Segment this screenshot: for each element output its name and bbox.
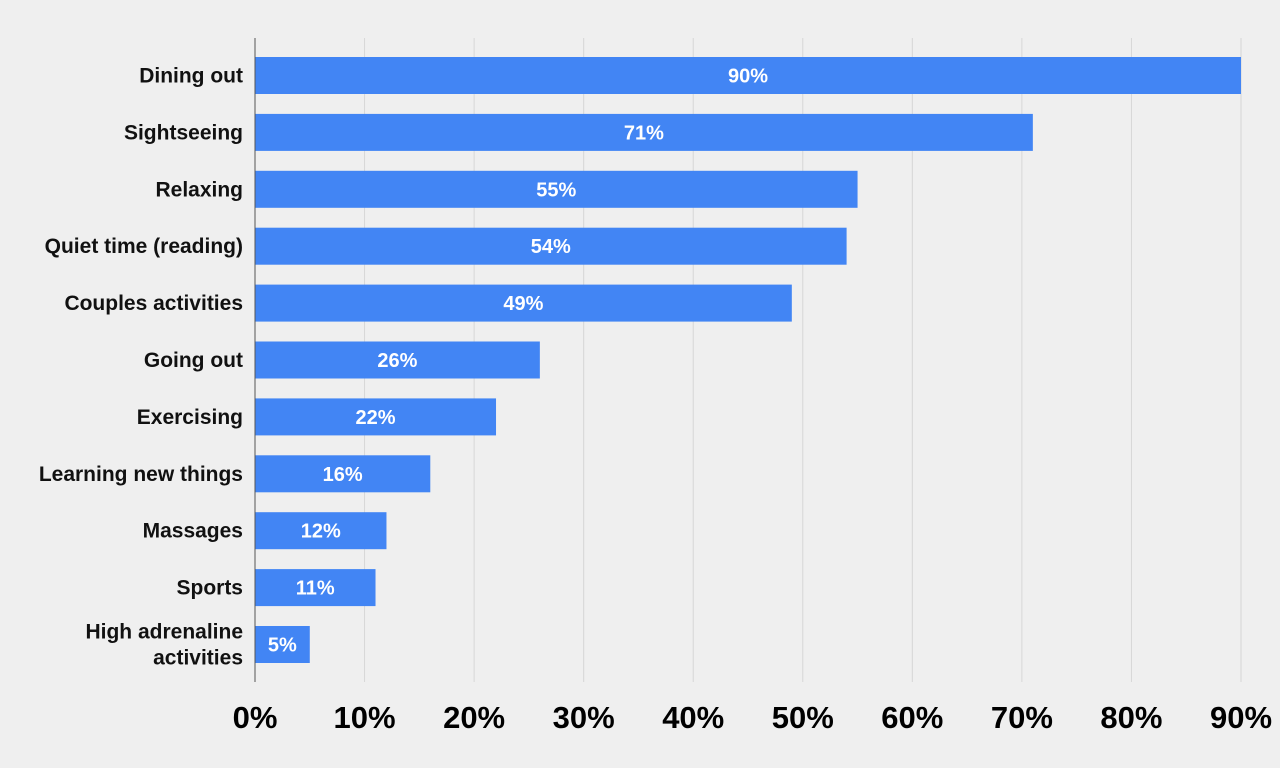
category-label: Quiet time (reading) — [45, 235, 243, 258]
bar-value-label: 54% — [531, 236, 571, 258]
bar-value-label: 22% — [355, 407, 395, 429]
category-label: Going out — [144, 349, 243, 372]
category-label: Learning new things — [39, 463, 243, 486]
bar-value-label: 55% — [536, 179, 576, 201]
bar — [255, 113, 1033, 151]
bar — [255, 227, 847, 265]
category-labels: Dining out Sightseeing Relaxing Quiet time … — [39, 65, 243, 670]
x-tick-labels: 0% 10% 20% 30% 40% 50% 60% 70% 80% 90% — [233, 700, 1272, 735]
x-tick-label: 40% — [662, 700, 724, 735]
bar — [255, 455, 431, 493]
category-label: Dining out — [139, 65, 243, 88]
bar — [255, 341, 540, 379]
bar — [255, 170, 858, 208]
x-tick-label: 60% — [881, 700, 943, 735]
category-label: Exercising — [137, 406, 243, 429]
bar-value-label: 12% — [301, 521, 341, 543]
x-tick-label: 20% — [443, 700, 505, 735]
category-label: Massages — [143, 520, 243, 543]
category-label: Couples activities — [64, 292, 243, 315]
x-tick-label: 50% — [772, 700, 834, 735]
x-tick-label: 10% — [334, 700, 396, 735]
category-label: Sightseeing — [124, 121, 243, 144]
bar-value-label: 26% — [377, 350, 417, 372]
bar — [255, 512, 387, 550]
bar — [255, 398, 497, 436]
x-tick-label: 80% — [1100, 700, 1162, 735]
bar-value-label: 11% — [296, 578, 335, 600]
bar-value-label: 5% — [268, 635, 297, 657]
category-label: Sports — [176, 577, 243, 600]
bar-value-label: 49% — [503, 293, 543, 315]
bar — [255, 57, 1241, 94]
x-tick-label: 30% — [553, 700, 615, 735]
bar-value-label: 16% — [323, 464, 363, 486]
bar — [255, 284, 792, 322]
x-tick-label: 90% — [1210, 700, 1272, 735]
bar-value-label: 71% — [624, 122, 664, 144]
category-label: Relaxing — [155, 178, 243, 201]
x-tick-label: 70% — [991, 700, 1053, 735]
bar-value-label: 90% — [728, 66, 768, 88]
x-tick-label: 0% — [233, 700, 278, 735]
bars: 90% 71% 55% 54% 49% 26% 22% 16% 12% 11% 5% — [255, 57, 1241, 663]
bar — [255, 626, 310, 663]
bar — [255, 569, 376, 607]
category-label: High adrenaline activities — [85, 621, 243, 670]
